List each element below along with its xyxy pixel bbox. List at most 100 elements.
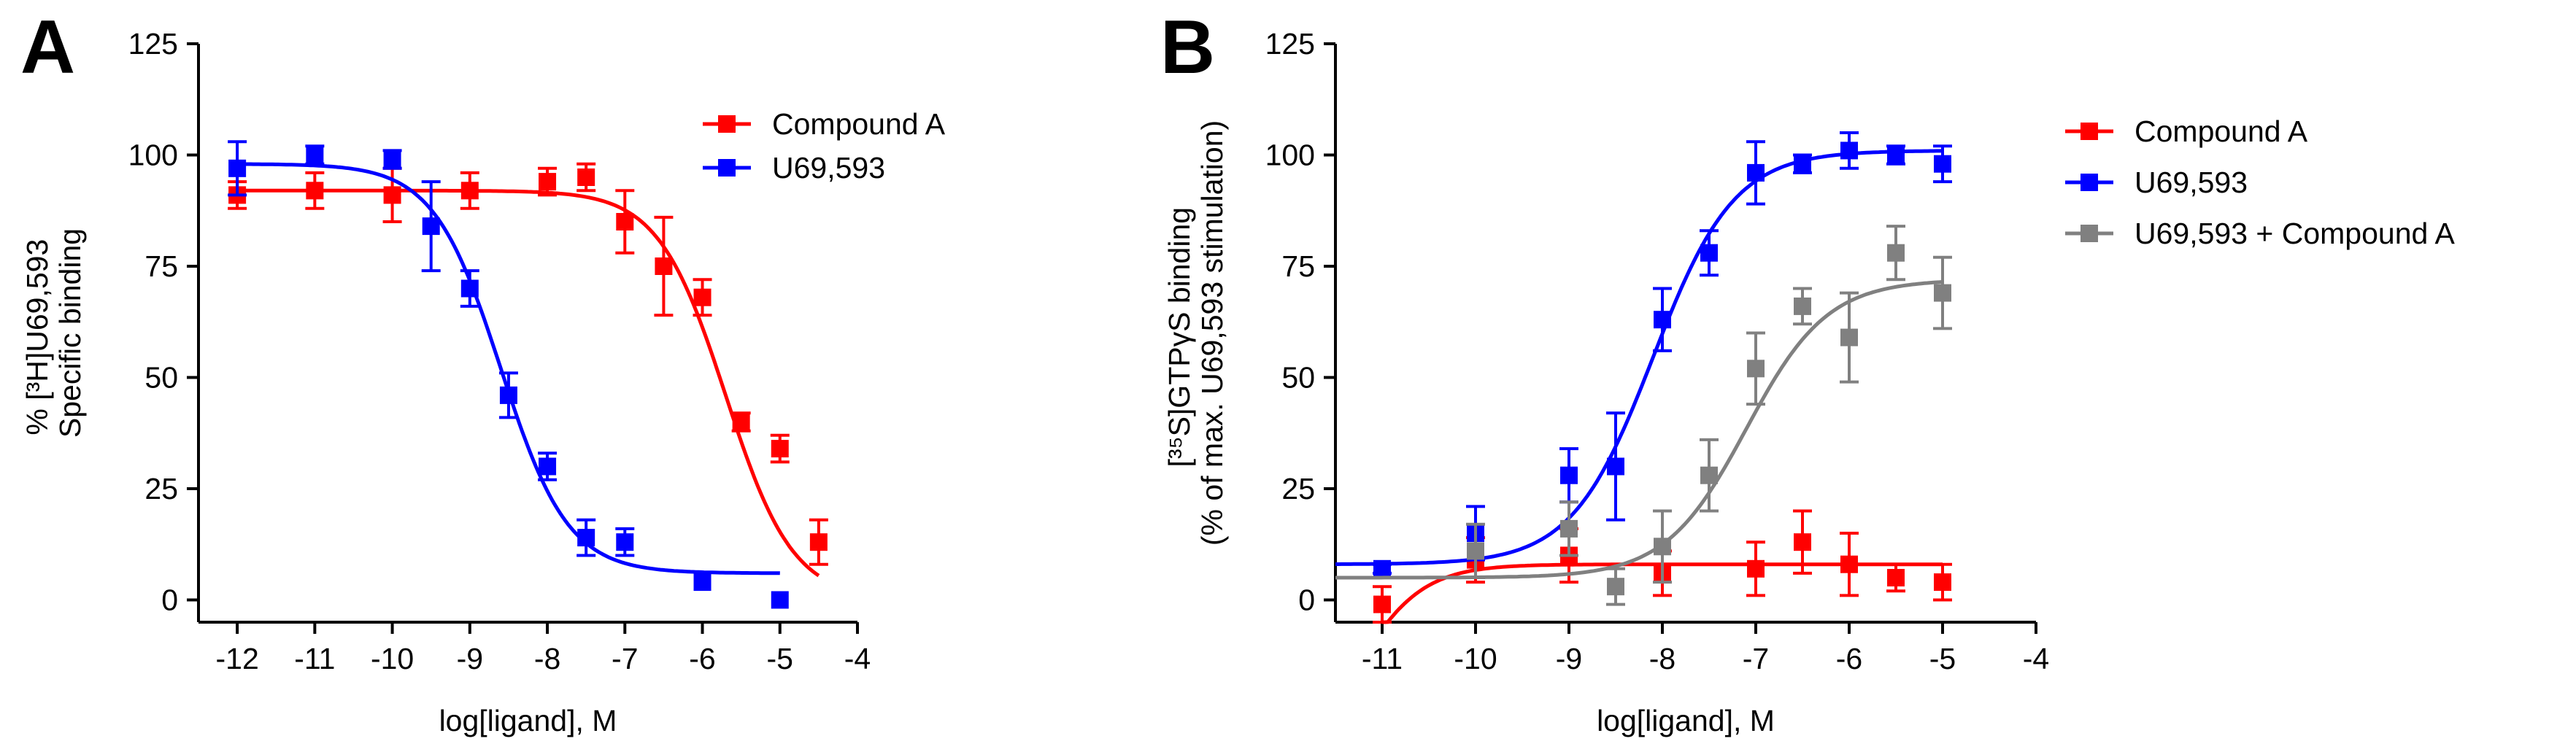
x-tick-label: -9 xyxy=(1556,642,1582,675)
panel-letter-b: B xyxy=(1160,5,1215,90)
data-point xyxy=(422,217,440,236)
legend-label: U69,593 xyxy=(772,151,885,185)
x-axis-title-b: log[ligand], M xyxy=(1597,704,1775,737)
y-tick-label: 0 xyxy=(161,584,178,617)
panel-a: A % [³H]U69,593 Specific binding log[lig… xyxy=(20,5,946,737)
data-point xyxy=(306,146,324,164)
y-axis-title-b-line1: [³⁵S]GTPγS binding xyxy=(1162,207,1196,468)
x-tick-label: -6 xyxy=(1836,642,1862,675)
data-point xyxy=(1934,573,1951,592)
data-point xyxy=(616,533,634,551)
data-point xyxy=(771,440,789,458)
data-point xyxy=(1934,155,1951,173)
legend-marker xyxy=(2081,225,2098,242)
legend-a: Compound A U69,593 xyxy=(703,107,946,185)
data-point xyxy=(1654,311,1671,329)
data-point xyxy=(1560,466,1578,484)
legend-label: U69,593 + Compound A xyxy=(2135,217,2455,250)
y-axis-title-a-line2: Specific binding xyxy=(53,228,87,438)
data-point xyxy=(1747,360,1765,378)
legend-marker xyxy=(718,159,736,177)
data-point xyxy=(1794,155,1811,173)
data-point xyxy=(1700,244,1718,262)
x-tick-label: -8 xyxy=(534,642,560,675)
data-point xyxy=(499,386,517,404)
data-point xyxy=(1934,284,1951,302)
fit-curve xyxy=(237,162,780,575)
data-point xyxy=(1607,578,1624,596)
y-axis-title-b: [³⁵S]GTPγS binding (% of max. U69,593 st… xyxy=(1162,120,1229,546)
data-point xyxy=(539,457,557,476)
y-tick-label: 100 xyxy=(1265,139,1315,172)
data-point xyxy=(1794,533,1811,551)
x-tick-label: -10 xyxy=(1454,642,1497,675)
data-point xyxy=(228,159,247,177)
y-tick-label: 0 xyxy=(1298,584,1315,617)
legend-b: Compound A U69,593 U69,593 + Compound A xyxy=(2065,115,2455,250)
data-point xyxy=(809,533,828,551)
data-point xyxy=(1840,142,1858,160)
y-tick-label: 75 xyxy=(144,249,178,283)
y-tick-label: 125 xyxy=(128,27,178,61)
legend-label: U69,593 xyxy=(2135,166,2248,199)
legend-marker xyxy=(2081,123,2098,140)
data-point xyxy=(655,257,673,275)
data-point xyxy=(460,182,479,200)
x-tick-label: -4 xyxy=(844,642,871,675)
x-tick-label: -5 xyxy=(1929,642,1956,675)
fit-curve xyxy=(237,188,820,578)
data-point xyxy=(771,591,789,609)
data-point xyxy=(693,573,712,592)
x-tick-label: -9 xyxy=(457,642,483,675)
legend-label: Compound A xyxy=(2135,115,2308,148)
x-tick-label: -6 xyxy=(689,642,715,675)
data-point xyxy=(383,150,401,168)
y-axis-title-a-line1: % [³H]U69,593 xyxy=(20,239,54,435)
data-point xyxy=(616,213,634,230)
data-point xyxy=(1794,297,1811,315)
y-tick-label: 125 xyxy=(1265,27,1315,61)
data-point xyxy=(1840,328,1858,346)
y-tick-label: 50 xyxy=(1281,361,1315,395)
data-point xyxy=(1840,555,1858,573)
fit-curve xyxy=(1335,149,1943,566)
data-point xyxy=(306,182,324,200)
data-point xyxy=(1887,569,1905,586)
data-point xyxy=(383,186,401,204)
axes-a: 0 25 50 75 100 125 -12 -11 -10 -9 -8 -7 -6 -5 -4 xyxy=(128,27,871,675)
data-point xyxy=(1607,457,1624,476)
x-tick-label: -11 xyxy=(1362,642,1403,675)
x-tick-label: -8 xyxy=(1649,642,1675,675)
y-tick-label: 25 xyxy=(144,472,178,505)
data-point xyxy=(1887,244,1905,262)
data-point xyxy=(1560,519,1578,538)
y-axis-title-b-line2: (% of max. U69,593 stimulation) xyxy=(1195,120,1229,546)
data-point xyxy=(1373,595,1391,613)
data-point xyxy=(1467,542,1484,560)
data-point xyxy=(1747,163,1765,182)
y-axis-title-a: % [³H]U69,593 Specific binding xyxy=(20,228,87,438)
y-tick-label: 25 xyxy=(1281,472,1315,505)
plot-area-a xyxy=(228,140,828,609)
data-point xyxy=(460,279,479,298)
plot-area-b xyxy=(1335,131,1952,624)
data-point xyxy=(577,529,595,547)
panel-b: B [³⁵S]GTPγS binding (% of max. U69,593 … xyxy=(1160,5,2455,737)
x-tick-label: -5 xyxy=(767,642,793,675)
x-tick-label: -4 xyxy=(2023,642,2049,675)
y-tick-label: 50 xyxy=(144,361,178,395)
x-tick-label: -7 xyxy=(612,642,638,675)
y-tick-label: 75 xyxy=(1281,249,1315,283)
data-point xyxy=(577,168,595,186)
data-point xyxy=(1747,559,1765,578)
legend-label: Compound A xyxy=(772,107,946,141)
x-tick-label: -12 xyxy=(215,642,258,675)
legend-marker xyxy=(2081,174,2098,191)
data-point xyxy=(539,173,557,191)
x-tick-label: -11 xyxy=(294,642,335,675)
x-tick-label: -7 xyxy=(1743,642,1769,675)
data-point xyxy=(1373,559,1391,578)
data-point xyxy=(1700,466,1718,484)
x-axis-title-a: log[ligand], M xyxy=(439,704,617,737)
